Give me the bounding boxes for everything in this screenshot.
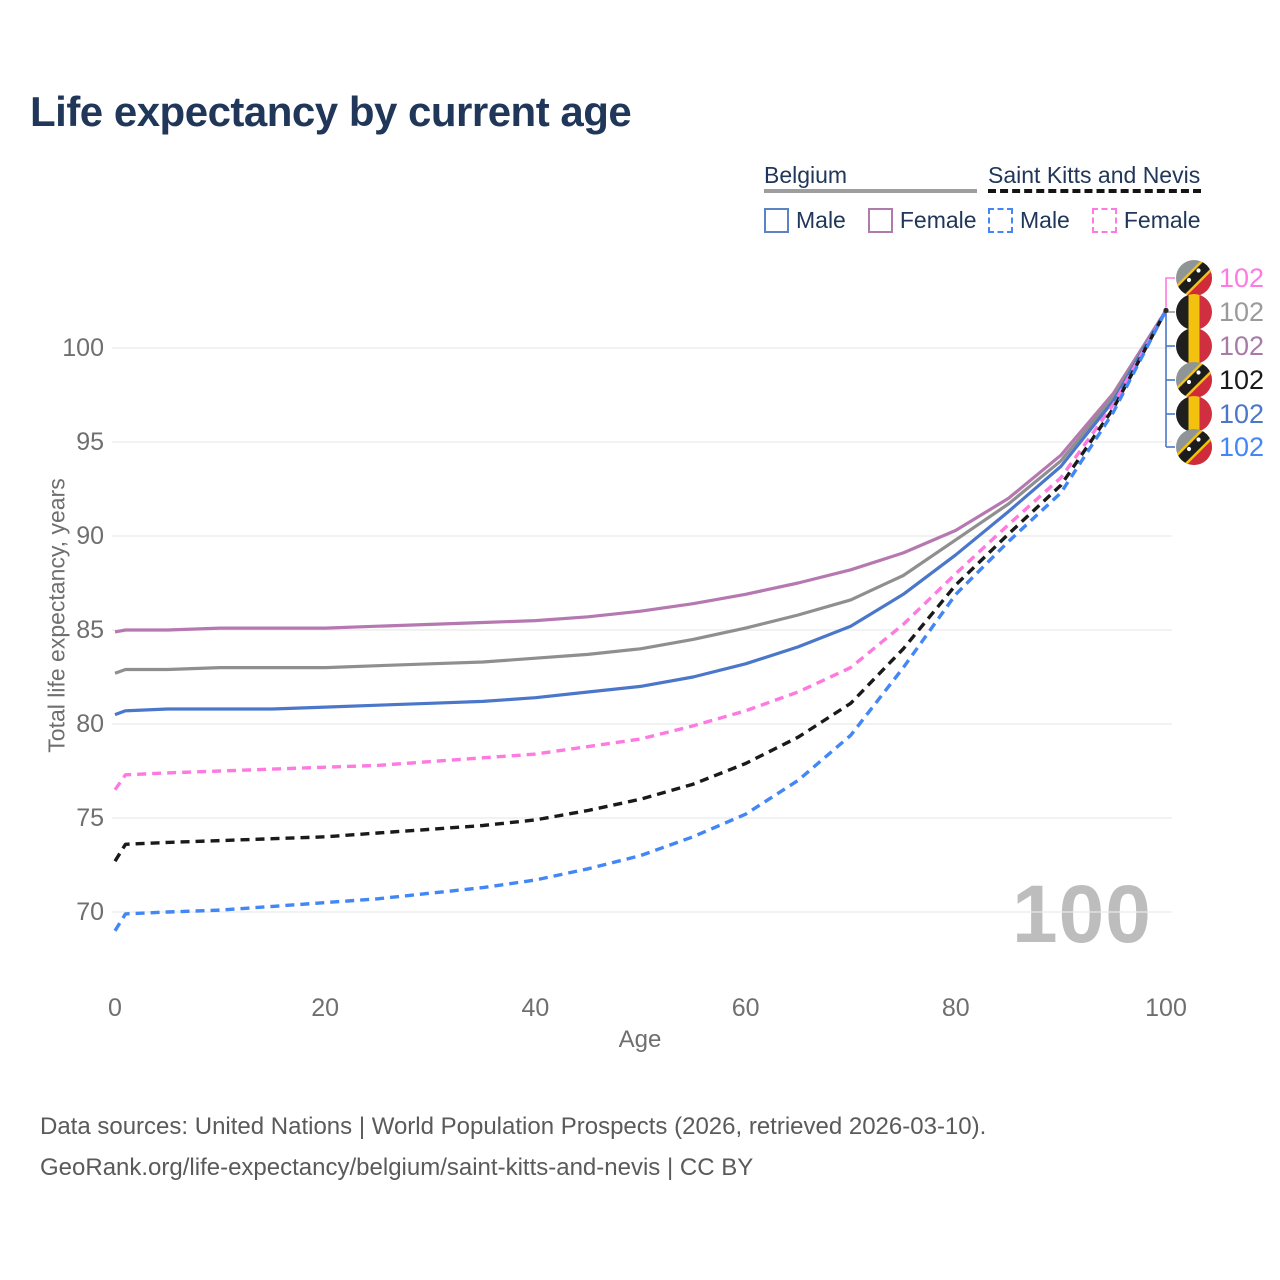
end-label-value: 102 bbox=[1219, 331, 1265, 361]
series-line-saint-kitts-and-nevis-both-sexes bbox=[113, 309, 1168, 863]
belgium-flag-icon bbox=[1176, 396, 1212, 432]
legend-belgium-header: Belgium bbox=[764, 162, 977, 198]
belgium-female-checkbox[interactable] bbox=[867, 208, 893, 233]
legend-group-belgium: Belgium Male Female bbox=[764, 162, 977, 234]
end-label-belgium-female: 102 bbox=[1176, 328, 1264, 364]
y-tick-label-90: 90 bbox=[76, 522, 104, 550]
page-title: Life expectancy by current age bbox=[30, 88, 632, 135]
legend-skn-header: Saint Kitts and Nevis bbox=[988, 162, 1201, 198]
belgium-flag-icon bbox=[1176, 294, 1212, 330]
y-tick-label-70: 70 bbox=[76, 898, 104, 926]
footer-attribution: Data sources: United Nations | World Pop… bbox=[40, 1106, 986, 1188]
end-label-saint-kitts-and-nevis-both-sexes: 102 bbox=[1176, 362, 1264, 398]
end-label-saint-kitts-and-nevis-female: 102 bbox=[1176, 260, 1264, 296]
belgium-male-label[interactable]: Male bbox=[796, 207, 846, 233]
series-line-belgium-female bbox=[114, 309, 1168, 634]
x-axis-title: Age bbox=[618, 1026, 662, 1053]
source-url-text: GeoRank.org/life-expectancy/belgium/sain… bbox=[40, 1154, 754, 1181]
skn-male-label[interactable]: Male bbox=[1020, 207, 1070, 233]
legend-belgium-line-swatch bbox=[764, 189, 977, 193]
x-tick-label-20: 20 bbox=[311, 994, 340, 1022]
series-line-saint-kitts-and-nevis-male bbox=[113, 309, 1168, 932]
x-tick-label-0: 0 bbox=[108, 994, 122, 1022]
saint-kitts-and-nevis-flag-icon bbox=[1176, 260, 1212, 296]
x-tick-label-80: 80 bbox=[941, 994, 970, 1022]
end-label-value: 102 bbox=[1219, 399, 1265, 429]
end-label-saint-kitts-and-nevis-male: 102 bbox=[1176, 429, 1264, 465]
skn-female-checkbox[interactable] bbox=[1091, 208, 1117, 233]
series-line-belgium-male bbox=[114, 309, 1168, 717]
belgium-flag-icon bbox=[1176, 328, 1212, 364]
saint-kitts-and-nevis-flag-icon bbox=[1176, 362, 1212, 398]
x-tick-label-100: 100 bbox=[1145, 994, 1187, 1022]
legend-skn-line-swatch bbox=[988, 189, 1201, 193]
age-counter-watermark: 100 bbox=[1012, 869, 1152, 960]
end-label-value: 102 bbox=[1219, 432, 1265, 462]
belgium-female-label[interactable]: Female bbox=[899, 207, 977, 233]
convergence-point bbox=[1163, 307, 1169, 313]
legend-group-saint-kitts-and-nevis: Saint Kitts and Nevis Male Female bbox=[988, 162, 1201, 234]
y-tick-label-95: 95 bbox=[76, 428, 104, 456]
end-label-value: 102 bbox=[1219, 365, 1265, 395]
skn-female-label[interactable]: Female bbox=[1123, 207, 1201, 233]
x-tick-label-60: 60 bbox=[731, 994, 760, 1022]
y-tick-label-100: 100 bbox=[62, 334, 104, 362]
series-line-belgium-both-sexes bbox=[114, 309, 1168, 675]
end-label-value: 102 bbox=[1219, 297, 1265, 327]
y-tick-label-80: 80 bbox=[76, 710, 104, 738]
x-tick-label-40: 40 bbox=[521, 994, 550, 1022]
end-label-belgium-both-sexes: 102 bbox=[1176, 294, 1264, 330]
skn-male-checkbox[interactable] bbox=[988, 208, 1013, 233]
end-label-belgium-male: 102 bbox=[1176, 396, 1264, 432]
end-label-value: 102 bbox=[1219, 263, 1265, 293]
series-line-saint-kitts-and-nevis-female bbox=[113, 309, 1168, 791]
leader-line-top bbox=[1165, 277, 1175, 308]
saint-kitts-and-nevis-flag-icon bbox=[1176, 429, 1212, 465]
data-sources-text: Data sources: United Nations | World Pop… bbox=[40, 1113, 987, 1140]
y-tick-label-85: 85 bbox=[76, 616, 104, 644]
belgium-male-checkbox[interactable] bbox=[764, 208, 789, 233]
y-tick-label-75: 75 bbox=[76, 804, 104, 832]
